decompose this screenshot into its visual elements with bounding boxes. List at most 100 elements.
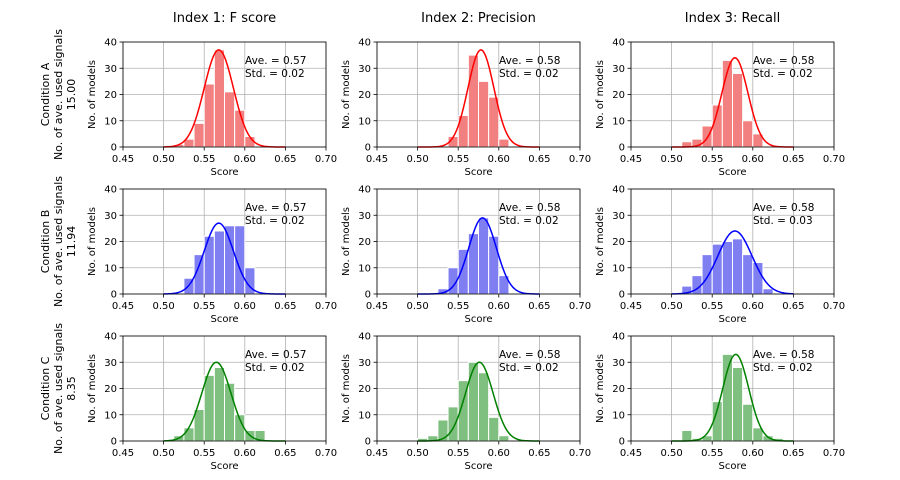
y-axis-label: No. of models	[87, 60, 98, 129]
y-tick-label: 20	[358, 90, 371, 101]
histogram-bar	[721, 353, 733, 442]
x-tick-label: 0.65	[528, 448, 550, 459]
y-tick-label: 40	[612, 332, 625, 343]
x-tick-label: 0.60	[488, 301, 510, 312]
x-tick-label: 0.45	[366, 154, 388, 165]
x-axis-label: Score	[464, 314, 492, 325]
histogram-bar	[762, 288, 774, 295]
std-annotation: Std. = 0.03	[753, 215, 813, 227]
x-tick-label: 0.60	[488, 154, 510, 165]
y-tick-label: 10	[104, 116, 117, 127]
histogram-bar	[488, 416, 500, 442]
x-tick-label: 0.50	[660, 301, 682, 312]
x-tick-label: 0.60	[234, 154, 256, 165]
y-tick-label: 40	[358, 38, 371, 49]
column-title-2: Index 2: Precision	[421, 11, 536, 26]
x-tick-label: 0.65	[782, 448, 804, 459]
row-label-line: No. of ave. used signals	[52, 29, 65, 160]
y-axis-label: No. of models	[87, 354, 98, 423]
y-tick-label: 40	[104, 185, 117, 196]
y-tick-label: 20	[358, 384, 371, 395]
x-tick-label: 0.45	[366, 448, 388, 459]
histogram-bar	[234, 109, 246, 148]
x-tick-label: 0.70	[315, 448, 337, 459]
histogram-bar	[711, 243, 723, 295]
panel-r2-c3: 0.45 0.50 0.55 0.60 0.65 0.70 0 10 20 30 40 Score No…	[595, 185, 845, 326]
x-tick-label: 0.55	[193, 154, 215, 165]
std-annotation: Std. = 0.02	[499, 362, 559, 374]
y-tick-label: 0	[619, 290, 625, 301]
column-title-1: Index 1: F score	[173, 11, 276, 26]
histogram-bar	[732, 367, 744, 442]
x-tick-label: 0.70	[823, 154, 845, 165]
x-tick-label: 0.65	[274, 448, 296, 459]
y-tick-label: 0	[111, 437, 117, 448]
x-tick-label: 0.65	[274, 154, 296, 165]
x-tick-label: 0.50	[152, 154, 174, 165]
y-tick-label: 0	[365, 143, 371, 154]
x-axis-label: Score	[718, 314, 746, 325]
x-tick-label: 0.65	[528, 154, 550, 165]
x-tick-label: 0.45	[620, 154, 642, 165]
x-axis-label: Score	[210, 461, 238, 472]
histogram-bar	[224, 382, 236, 442]
y-tick-label: 40	[612, 185, 625, 196]
y-tick-label: 0	[365, 290, 371, 301]
x-tick-label: 0.70	[569, 301, 591, 312]
row-label-line: Condition B	[39, 210, 52, 274]
y-tick-label: 10	[358, 263, 371, 274]
panel-r1-c3: 0.45 0.50 0.55 0.60 0.65 0.70 0 10 20 30 40 Score No…	[595, 38, 845, 179]
y-tick-label: 30	[104, 211, 117, 222]
y-tick-label: 30	[358, 358, 371, 369]
ave-annotation: Ave. = 0.57	[245, 55, 306, 67]
row-label-line: No. of ave. used signals	[52, 323, 65, 454]
histogram-bar	[467, 361, 480, 442]
x-tick-label: 0.70	[315, 154, 337, 165]
std-annotation: Std. = 0.02	[753, 362, 813, 374]
y-tick-label: 10	[104, 263, 117, 274]
x-tick-label: 0.50	[660, 154, 682, 165]
column-title-3: Index 3: Recall	[685, 11, 781, 26]
y-tick-label: 0	[619, 437, 625, 448]
histogram-bar	[447, 406, 459, 442]
x-axis-label: Score	[718, 461, 746, 472]
x-tick-label: 0.65	[782, 154, 804, 165]
x-tick-label: 0.55	[447, 301, 469, 312]
panel-r1-c1: 0.45 0.50 0.55 0.60 0.65 0.70 0 10 20 30 40 Score No…	[87, 38, 337, 179]
y-tick-label: 0	[365, 437, 371, 448]
histogram-bar	[193, 122, 205, 148]
histogram-bar	[742, 120, 754, 148]
row-label-line: Condition C	[39, 356, 52, 420]
y-tick-label: 40	[358, 332, 371, 343]
ave-annotation: Ave. = 0.58	[499, 202, 560, 214]
histogram-bar	[478, 80, 490, 148]
x-tick-label: 0.65	[782, 301, 804, 312]
x-axis-label: Score	[464, 461, 492, 472]
row-label-2: Condition B No. of ave. used signals 11.94	[39, 176, 78, 307]
histogram-bar	[498, 435, 510, 442]
x-tick-label: 0.50	[660, 448, 682, 459]
x-tick-label: 0.55	[701, 154, 723, 165]
histogram-bar	[224, 91, 236, 148]
y-axis-label: No. of models	[595, 354, 606, 423]
x-tick-label: 0.60	[234, 301, 256, 312]
x-tick-label: 0.65	[528, 301, 550, 312]
x-tick-label: 0.50	[152, 301, 174, 312]
panel-r2-c1: 0.45 0.50 0.55 0.60 0.65 0.70 0 10 20 30 40 Score No…	[87, 185, 337, 326]
panel-r1-c2: 0.45 0.50 0.55 0.60 0.65 0.70 0 10 20 30 40 Score No…	[341, 38, 591, 179]
x-tick-label: 0.45	[620, 448, 642, 459]
ave-annotation: Ave. = 0.58	[753, 55, 814, 67]
x-tick-label: 0.55	[701, 448, 723, 459]
y-tick-label: 40	[104, 38, 117, 49]
x-tick-label: 0.60	[742, 154, 764, 165]
x-tick-label: 0.55	[447, 154, 469, 165]
y-tick-label: 10	[612, 410, 625, 421]
histogram-bar	[742, 254, 754, 295]
histogram-bar	[732, 73, 744, 148]
std-annotation: Std. = 0.02	[245, 362, 305, 374]
x-axis-label: Score	[210, 167, 238, 178]
row-label-line: 8.35	[65, 376, 78, 401]
y-tick-label: 30	[612, 358, 625, 369]
y-axis-label: No. of models	[87, 207, 98, 276]
